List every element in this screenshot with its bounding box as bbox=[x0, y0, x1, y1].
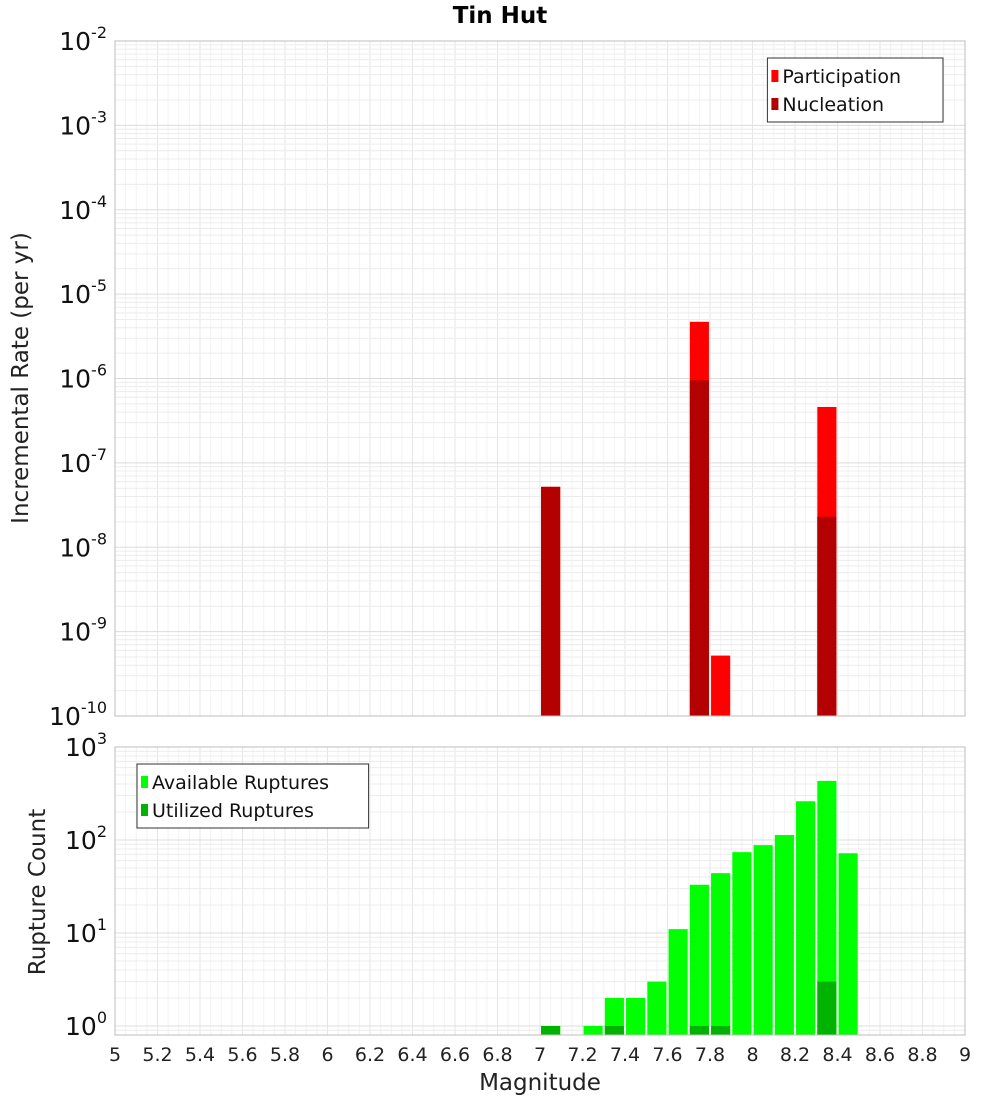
y-tick-label: 10-2 bbox=[59, 23, 107, 56]
legend-swatch bbox=[141, 804, 148, 816]
plot-frame-0 bbox=[114, 40, 966, 717]
x-tick-label: 6 bbox=[321, 1044, 333, 1066]
x-tick-label: 7.2 bbox=[567, 1044, 597, 1066]
bar-nucleation bbox=[689, 380, 709, 716]
x-tick-label: 5.8 bbox=[270, 1044, 300, 1066]
bar-available-ruptures bbox=[711, 873, 731, 1035]
x-tick-label: 5.4 bbox=[185, 1044, 215, 1066]
bar-utilized-ruptures bbox=[711, 1025, 731, 1035]
y-tick-label: 100 bbox=[65, 1008, 107, 1041]
bar-nucleation bbox=[541, 486, 561, 716]
bar-available-ruptures bbox=[626, 997, 646, 1035]
legend-label: Utilized Ruptures bbox=[152, 800, 314, 822]
x-tick-label: 6.4 bbox=[397, 1044, 427, 1066]
x-tick-label: 8 bbox=[746, 1044, 758, 1066]
bar-available-ruptures bbox=[689, 884, 709, 1035]
legend-box bbox=[766, 57, 944, 123]
bar-utilized-ruptures bbox=[689, 1025, 709, 1035]
bar-available-ruptures bbox=[604, 997, 624, 1035]
legend-swatch bbox=[771, 98, 779, 110]
y-tick-label: 10-7 bbox=[59, 445, 107, 478]
x-tick-label: 5.2 bbox=[142, 1044, 172, 1066]
x-tick-label: 5 bbox=[109, 1044, 121, 1066]
bar-available-ruptures bbox=[838, 853, 858, 1035]
y-tick-label: 10-9 bbox=[59, 614, 107, 647]
bar-available-ruptures bbox=[668, 929, 688, 1035]
legend-swatch bbox=[141, 776, 148, 788]
x-tick-label: 6.2 bbox=[355, 1044, 385, 1066]
legend-label: Nucleation bbox=[782, 94, 884, 116]
plot-frame-1 bbox=[114, 746, 966, 1036]
x-tick-label: 6.6 bbox=[440, 1044, 470, 1066]
y-tick-label: 101 bbox=[65, 915, 107, 948]
top-y-axis-label: Incremental Rate (per yr) bbox=[8, 232, 34, 524]
bar-available-ruptures bbox=[817, 780, 837, 1035]
x-tick-label: 8.2 bbox=[780, 1044, 810, 1066]
x-axis-label: Magnitude bbox=[479, 1070, 601, 1096]
bar-available-ruptures bbox=[796, 801, 816, 1035]
x-tick-label: 7.6 bbox=[652, 1044, 682, 1066]
y-tick-label: 10-8 bbox=[59, 529, 107, 562]
bottom-y-axis-label: Rupture Count bbox=[25, 809, 51, 975]
bar-available-ruptures bbox=[753, 845, 773, 1035]
y-tick-label: 10-5 bbox=[59, 276, 107, 309]
x-tick-label: 5.6 bbox=[227, 1044, 257, 1066]
x-tick-label: 7.8 bbox=[695, 1044, 725, 1066]
bar-utilized-ruptures bbox=[541, 1025, 561, 1035]
bar-available-ruptures bbox=[647, 981, 667, 1035]
x-tick-label: 8.6 bbox=[865, 1044, 895, 1066]
x-tick-label: 8.4 bbox=[822, 1044, 852, 1066]
y-tick-label: 10-3 bbox=[59, 107, 107, 140]
legend-label: Participation bbox=[782, 66, 901, 88]
legend-label: Available Ruptures bbox=[152, 772, 329, 794]
y-tick-label: 102 bbox=[65, 822, 107, 855]
legend-swatch bbox=[771, 70, 779, 82]
x-tick-label: 6.8 bbox=[482, 1044, 512, 1066]
x-tick-label: 7 bbox=[534, 1044, 546, 1066]
x-tick-label: 7.4 bbox=[610, 1044, 640, 1066]
y-tick-label: 103 bbox=[65, 729, 107, 762]
y-tick-label: 10-4 bbox=[59, 192, 107, 225]
x-tick-label: 9 bbox=[959, 1044, 971, 1066]
bar-available-ruptures bbox=[583, 1025, 603, 1035]
x-tick-label: 8.8 bbox=[907, 1044, 937, 1066]
y-tick-label: 10-6 bbox=[59, 361, 107, 394]
chart-title: Tin Hut bbox=[453, 3, 548, 29]
legend-box bbox=[136, 763, 370, 829]
bar-available-ruptures bbox=[774, 835, 794, 1035]
bar-utilized-ruptures bbox=[604, 1025, 624, 1035]
bar-utilized-ruptures bbox=[817, 981, 837, 1035]
bar-participation bbox=[711, 655, 731, 716]
bar-nucleation bbox=[817, 516, 837, 716]
y-tick-label: 10-10 bbox=[49, 698, 107, 731]
bar-available-ruptures bbox=[732, 852, 752, 1035]
